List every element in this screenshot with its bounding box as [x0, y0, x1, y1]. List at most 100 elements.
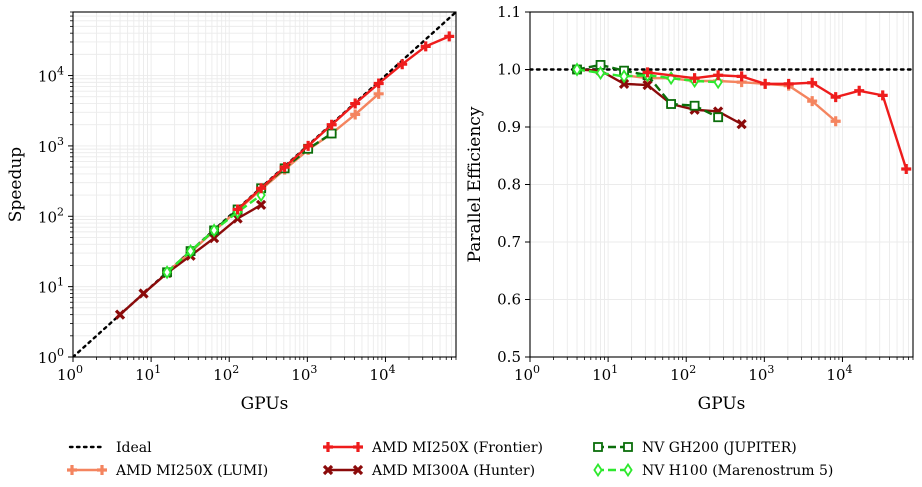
- x-tick-label: 102: [213, 363, 239, 384]
- x-tick-label: 100: [514, 363, 540, 384]
- amd-mi250x-frontier-point: [901, 163, 912, 174]
- amd-mi300a-hunter-point: [138, 288, 149, 299]
- x-tick-label: 100: [57, 363, 83, 384]
- amd-mi250x-frontier-point: [256, 183, 267, 194]
- amd-mi250x-frontier-point: [807, 77, 818, 88]
- amd-mi250x-frontier-point: [350, 98, 361, 109]
- x-axis-title: GPUs: [698, 394, 746, 414]
- y-tick-label: 1.1: [497, 3, 521, 21]
- nv-h100-marenostrum-5-point: [185, 243, 196, 259]
- x-tick-label: 104: [826, 363, 852, 384]
- amd-mi250x-frontier-point: [279, 162, 290, 173]
- series-line-amd-mi250x-lumi: [623, 74, 837, 123]
- amd-mi250x-frontier-point: [444, 31, 455, 42]
- series-amd-mi250x-frontier: [232, 31, 455, 215]
- y-tick-label: 0.9: [497, 118, 521, 136]
- amd-mi300a-hunter-point: [642, 79, 653, 91]
- nv-h100-marenostrum-5-point: [162, 265, 172, 280]
- legend-label: NV H100 (Marenostrum 5): [642, 463, 833, 479]
- amd-mi250x-frontier-point: [397, 59, 408, 70]
- x-tick-label: 102: [670, 363, 696, 384]
- amd-mi250x-frontier-point: [373, 78, 384, 89]
- x-tick-label: 103: [748, 363, 774, 384]
- legend-entry-amd-mi250x-frontier: AMD MI250X (Frontier): [323, 440, 543, 456]
- legend-entry-nv-gh200-jupiter: NV GH200 (JUPITER): [593, 440, 797, 456]
- x-tick-label: 101: [135, 363, 161, 384]
- legend-entry-amd-mi250x-lumi: AMD MI250X (LUMI): [67, 463, 268, 479]
- series-amd-mi250x-frontier: [642, 67, 912, 174]
- amd-mi300a-hunter-point: [114, 309, 126, 320]
- amd-mi250x-frontier-point: [713, 70, 724, 81]
- amd-mi250x-frontier-point: [783, 78, 794, 89]
- legend-point: [352, 464, 364, 476]
- nv-gh200-jupiter-point: [689, 100, 700, 111]
- legend-point: [322, 464, 334, 476]
- legend-point: [593, 442, 603, 452]
- series-amd-mi300a-hunter: [114, 199, 267, 320]
- legend: Ideal AMD MI250X (LUMI) AMD MI250X (Fronti…: [67, 440, 833, 479]
- nv-gh200-jupiter-point: [326, 128, 337, 139]
- y-tick-label: 104: [38, 65, 64, 86]
- y-tick-label: 100: [38, 346, 64, 367]
- series-line-amd-mi250x-lumi: [166, 92, 380, 274]
- nv-h100-marenostrum-5-point: [256, 187, 266, 203]
- y-tick-label: 103: [38, 135, 64, 156]
- amd-mi250x-frontier-point: [760, 78, 771, 89]
- legend-entry-amd-mi300a-hunter: AMD MI300A (Hunter): [322, 463, 535, 479]
- nv-gh200-jupiter-point: [713, 112, 724, 123]
- legend-point: [623, 462, 633, 478]
- amd-mi250x-lumi-point: [350, 109, 361, 120]
- x-axis-title: GPUs: [241, 394, 289, 414]
- amd-mi300a-hunter-point: [736, 118, 747, 130]
- x-tick-label: 101: [592, 363, 618, 384]
- legend-entry-nv-h100-marenostrum-5: NV H100 (Marenostrum 5): [593, 462, 833, 479]
- nv-h100-marenostrum-5-point: [572, 62, 582, 77]
- y-tick-label: 1.0: [497, 61, 521, 79]
- y-tick-label: 0.7: [497, 233, 521, 251]
- x-tick-label: 103: [291, 363, 317, 384]
- amd-mi250x-lumi-point: [830, 116, 841, 127]
- legend-point: [623, 442, 633, 452]
- axes-frame: [72, 11, 457, 358]
- grid: [529, 11, 914, 358]
- legend-label: AMD MI250X (Frontier): [371, 440, 543, 456]
- amd-mi250x-frontier-point: [232, 204, 243, 215]
- amd-mi250x-frontier-point: [303, 140, 314, 151]
- legend-label: NV GH200 (JUPITER): [642, 440, 797, 456]
- legend-label: AMD MI250X (LUMI): [115, 463, 268, 479]
- amd-mi250x-frontier-point: [642, 67, 653, 78]
- legend-point: [593, 462, 603, 478]
- amd-mi250x-frontier-point: [854, 85, 865, 96]
- nv-h100-marenostrum-5-point: [619, 69, 629, 84]
- grid: [72, 11, 457, 358]
- nv-gh200-jupiter-point: [666, 99, 676, 109]
- amd-mi300a-hunter-point: [208, 232, 220, 244]
- y-tick-label: 102: [38, 205, 64, 226]
- y-axis-title: Parallel Efficiency: [465, 106, 485, 262]
- legend-point: [97, 465, 107, 475]
- amd-mi250x-frontier-point: [877, 90, 888, 101]
- amd-mi250x-frontier-point: [736, 71, 747, 82]
- speedup-panel: 100 101 102 103 104 100 101 102 103 104 GPUs Speedu…: [6, 11, 457, 414]
- amd-mi250x-frontier-point: [420, 41, 431, 52]
- nv-h100-marenostrum-5-point: [595, 65, 606, 81]
- x-tick-label: 104: [369, 363, 395, 384]
- amd-mi250x-frontier-point: [830, 92, 841, 103]
- legend-point: [323, 442, 333, 452]
- amd-mi250x-frontier-point: [326, 119, 337, 130]
- amd-mi300a-hunter-point: [618, 78, 630, 90]
- y-axis-title: Speedup: [6, 147, 26, 222]
- y-tick-label: 0.8: [497, 176, 521, 194]
- amd-mi250x-lumi-point: [373, 88, 384, 99]
- nv-h100-marenostrum-5-point: [713, 75, 723, 90]
- nv-h100-marenostrum-5-point: [209, 223, 219, 238]
- legend-label: Ideal: [116, 440, 152, 456]
- legend-label: AMD MI300A (Hunter): [371, 463, 535, 479]
- amd-mi300a-hunter-point: [255, 199, 267, 211]
- legend-point: [353, 442, 363, 452]
- y-tick-label: 101: [38, 276, 64, 297]
- amd-mi250x-frontier-point: [689, 73, 700, 84]
- amd-mi250x-lumi-point: [807, 96, 818, 107]
- y-tick-label: 0.5: [497, 348, 521, 366]
